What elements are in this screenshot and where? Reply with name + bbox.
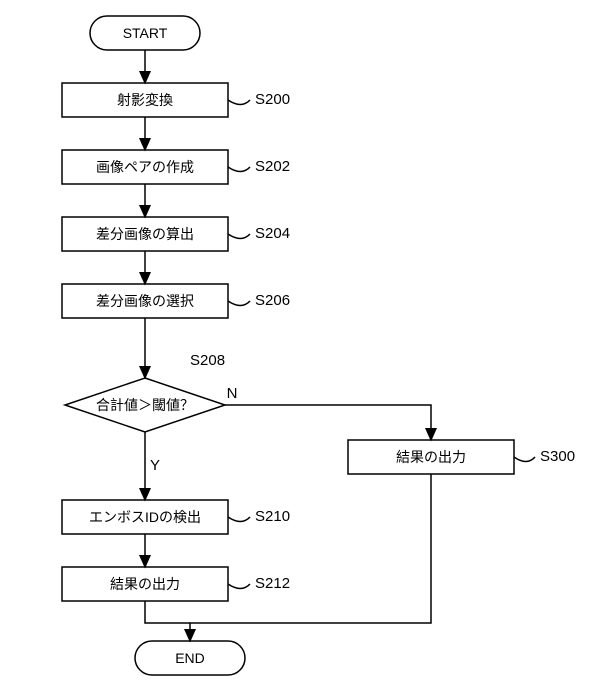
process-s204-text: 差分画像の算出	[96, 226, 194, 242]
decision-yes-label: Y	[150, 457, 160, 474]
end-label: END	[175, 650, 205, 666]
decision-no-label: N	[227, 385, 238, 402]
process-s300-text: 結果の出力	[396, 449, 466, 465]
step-label-s300: S300	[540, 448, 575, 465]
start-label: START	[123, 25, 168, 41]
decision-s208-text: 合計値＞閾値？	[96, 397, 194, 413]
process-s200-text: 射影変換	[117, 92, 173, 108]
edge	[145, 601, 190, 623]
edge	[190, 474, 431, 641]
edge	[225, 405, 431, 440]
process-s210-text: エンボスIDの検出	[89, 509, 201, 525]
step-label-s208: S208	[190, 352, 225, 369]
process-s202-text: 画像ペアの作成	[96, 159, 194, 175]
step-label-s200: S200	[255, 91, 290, 108]
step-label-s202: S202	[255, 158, 290, 175]
process-s206-text: 差分画像の選択	[96, 293, 194, 309]
step-label-s206: S206	[255, 292, 290, 309]
step-label-s204: S204	[255, 225, 290, 242]
process-s212-text: 結果の出力	[110, 576, 180, 592]
step-label-s212: S212	[255, 575, 290, 592]
step-label-s210: S210	[255, 508, 290, 525]
flowchart: START END 射影変換画像ペアの作成差分画像の算出差分画像の選択エンボスIDの…	[0, 0, 591, 685]
